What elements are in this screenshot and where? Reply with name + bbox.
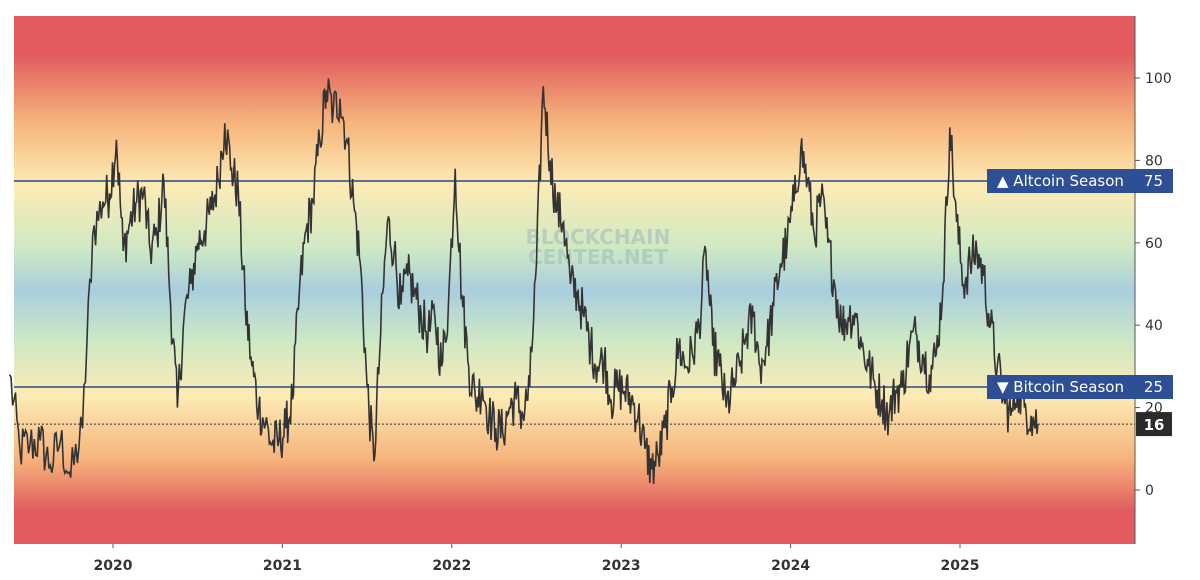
- x-tick-label-2020: 2020: [94, 558, 133, 574]
- current-value-badge: [1136, 412, 1172, 437]
- watermark-line-2: CENTER.NET: [528, 245, 668, 269]
- y-tick-label-0: 0: [1145, 483, 1154, 499]
- threshold-value-25: 25: [1144, 378, 1163, 396]
- current-value-label: 16: [1144, 416, 1165, 434]
- y-tick-label-40: 40: [1145, 318, 1163, 334]
- series-line: [8, 78, 1039, 485]
- threshold-label-bg-75: [987, 169, 1173, 193]
- x-tick-label-2022: 2022: [432, 558, 471, 574]
- y-tick-label-80: 80: [1145, 153, 1163, 169]
- watermark-line-1: BLOCKCHAIN: [526, 225, 671, 249]
- threshold-label-75: ▲ Altcoin Season: [997, 172, 1124, 190]
- threshold-value-75: 75: [1144, 172, 1163, 190]
- watermark: BLOCKCHAIN CENTER.NET: [526, 225, 671, 269]
- x-tick-label-2024: 2024: [771, 558, 810, 574]
- threshold-label-25: ▼ Bitcoin Season: [997, 378, 1124, 396]
- y-tick-label-60: 60: [1145, 236, 1163, 252]
- x-tick-label-2025: 2025: [941, 558, 980, 574]
- x-tick-label-2023: 2023: [602, 558, 641, 574]
- x-tick-label-2021: 2021: [263, 558, 302, 574]
- y-tick-label-100: 100: [1145, 71, 1172, 87]
- threshold-label-bg-25: [987, 375, 1173, 399]
